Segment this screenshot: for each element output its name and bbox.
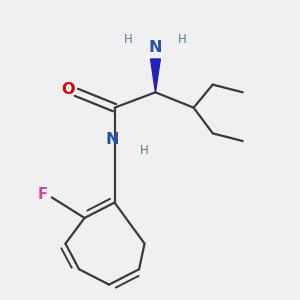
Text: O: O xyxy=(61,82,75,97)
Text: H: H xyxy=(124,33,133,46)
Text: F: F xyxy=(37,188,47,202)
Text: H: H xyxy=(178,33,187,46)
Text: N: N xyxy=(105,132,119,147)
Text: H: H xyxy=(140,143,149,157)
Polygon shape xyxy=(151,59,160,92)
Text: N: N xyxy=(149,40,162,55)
